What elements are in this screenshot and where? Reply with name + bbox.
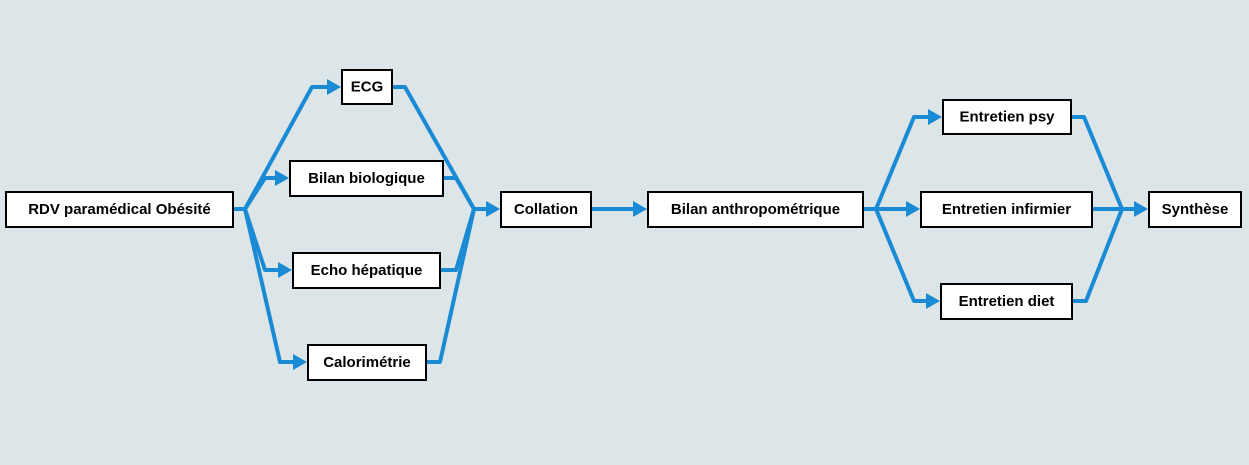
node-bilan-biologique: Bilan biologique xyxy=(289,160,444,197)
arrowhead-synthese xyxy=(1134,201,1148,217)
node-bilan-anthropometrique: Bilan anthropométrique xyxy=(647,191,864,228)
edges-layer xyxy=(233,79,1148,370)
node-ecg: ECG xyxy=(341,69,393,105)
node-rdv-label: RDV paramédical Obésité xyxy=(28,201,211,218)
edge-ecg-to-collation xyxy=(391,85,489,211)
node-ecg-label: ECG xyxy=(351,79,384,96)
arrowhead-diet xyxy=(926,293,940,309)
edge-rdv-to-bilan_bio xyxy=(243,176,278,211)
node-calorimetrie-label: Calorimétrie xyxy=(323,354,411,371)
node-collation-label: Collation xyxy=(514,201,578,218)
node-bilan-biologique-label: Bilan biologique xyxy=(308,170,425,187)
arrowhead-calo xyxy=(293,354,307,370)
arrowhead-infirmier xyxy=(906,201,920,217)
arrowhead-psy xyxy=(928,109,942,125)
edge-calo-to-collation xyxy=(425,207,476,364)
node-entretien-diet-label: Entretien diet xyxy=(959,293,1055,310)
arrowhead-echo xyxy=(278,262,292,278)
node-synthese: Synthèse xyxy=(1148,191,1242,228)
edge-diet-to-synthese xyxy=(1071,207,1124,303)
node-entretien-infirmier: Entretien infirmier xyxy=(920,191,1093,228)
edge-bilan_bio-to-collation xyxy=(442,176,476,211)
edge-bilan_anthro-to-diet xyxy=(874,207,929,303)
nodes-layer: RDV paramédical Obésité ECG Bilan biolog… xyxy=(5,69,1242,381)
node-rdv: RDV paramédical Obésité xyxy=(5,191,234,228)
node-calorimetrie: Calorimétrie xyxy=(307,344,427,381)
arrowhead-collation xyxy=(486,201,500,217)
node-echo-hepatique: Echo hépatique xyxy=(292,252,441,289)
edge-rdv-to-calo xyxy=(243,207,296,364)
node-synthese-label: Synthèse xyxy=(1162,201,1229,218)
node-echo-hepatique-label: Echo hépatique xyxy=(311,262,423,279)
node-entretien-psy: Entretien psy xyxy=(942,99,1072,135)
edge-psy-to-synthese xyxy=(1070,115,1137,211)
node-entretien-psy-label: Entretien psy xyxy=(959,109,1055,126)
node-collation: Collation xyxy=(500,191,592,228)
arrowhead-bilan_bio xyxy=(275,170,289,186)
edge-rdv-to-ecg xyxy=(233,85,330,211)
arrowhead-bilan_anthro xyxy=(633,201,647,217)
node-entretien-diet: Entretien diet xyxy=(940,283,1073,320)
edge-bilan_anthro-to-psy xyxy=(862,115,931,211)
arrowhead-ecg xyxy=(327,79,341,95)
node-entretien-infirmier-label: Entretien infirmier xyxy=(942,201,1071,218)
node-bilan-anthropometrique-label: Bilan anthropométrique xyxy=(671,201,840,218)
